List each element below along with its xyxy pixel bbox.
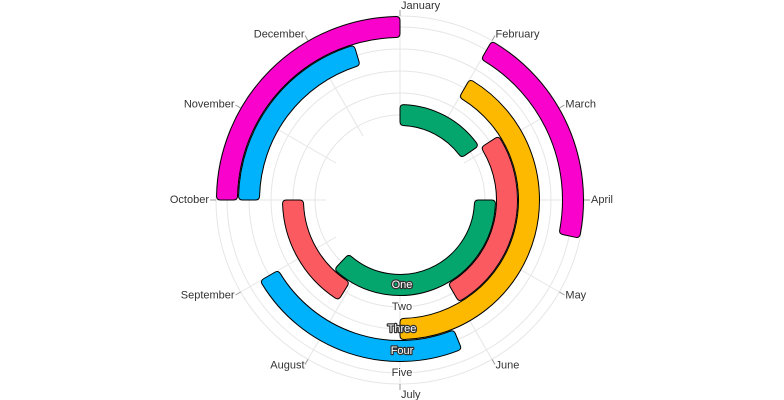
ring-label: Two bbox=[392, 301, 412, 313]
month-label: June bbox=[496, 359, 520, 371]
month-label: May bbox=[565, 289, 586, 301]
month-tick bbox=[491, 35, 496, 41]
month-tick bbox=[559, 291, 565, 296]
month-label: September bbox=[181, 289, 235, 301]
bar-one[interactable] bbox=[335, 199, 496, 296]
month-tick bbox=[235, 104, 241, 109]
month-label: November bbox=[184, 98, 235, 110]
ring-label: Four bbox=[391, 345, 414, 357]
bar-one[interactable] bbox=[399, 104, 478, 157]
bar-five[interactable] bbox=[216, 16, 401, 201]
month-label: December bbox=[254, 28, 305, 40]
month-tick bbox=[304, 359, 309, 365]
month-label: October bbox=[170, 194, 209, 206]
month-label: August bbox=[270, 359, 304, 371]
ring-label: Three bbox=[388, 323, 417, 335]
bars bbox=[216, 16, 584, 362]
month-label: April bbox=[591, 194, 613, 206]
month-tick bbox=[559, 104, 565, 109]
bar-three[interactable] bbox=[399, 79, 540, 340]
month-tick bbox=[235, 291, 241, 296]
month-label: February bbox=[496, 28, 541, 40]
month-label: July bbox=[401, 389, 421, 400]
labels: January February March April May June July Augu… bbox=[170, 0, 613, 400]
bar-two[interactable] bbox=[282, 199, 349, 300]
bar-four[interactable] bbox=[238, 45, 360, 201]
ring-label: One bbox=[392, 279, 413, 291]
bar-five[interactable] bbox=[482, 41, 584, 238]
bar-two[interactable] bbox=[449, 136, 518, 301]
month-label: January bbox=[401, 0, 441, 12]
ring-label: Five bbox=[392, 367, 413, 379]
month-tick bbox=[491, 359, 496, 365]
bar-four[interactable] bbox=[260, 271, 462, 362]
month-tick bbox=[304, 35, 309, 41]
month-label: March bbox=[565, 98, 596, 110]
grid-spoke bbox=[240, 236, 337, 293]
